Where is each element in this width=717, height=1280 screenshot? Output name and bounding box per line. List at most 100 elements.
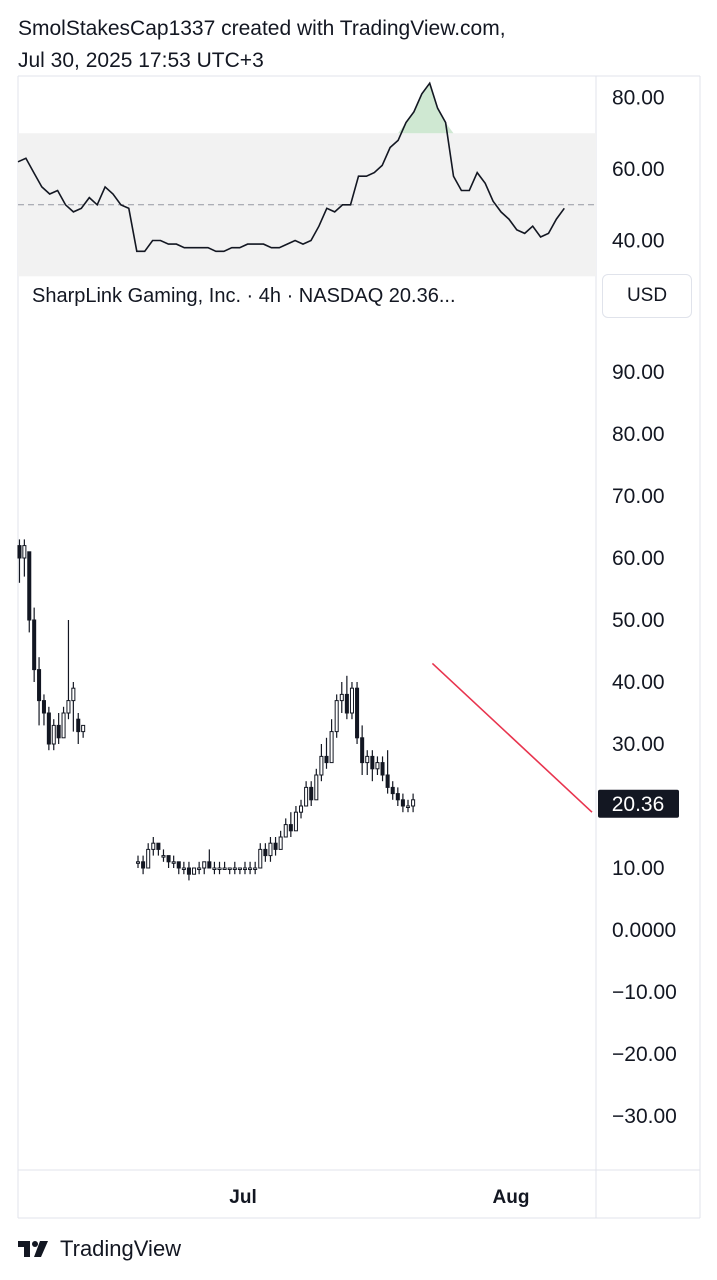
price-y-tick-label: 0.0000 — [612, 919, 676, 942]
price-y-tick-label: 70.00 — [612, 485, 665, 508]
candle — [32, 607, 37, 682]
candle-body — [212, 867, 217, 870]
candle — [161, 849, 166, 862]
candle — [76, 713, 81, 744]
candle-body — [151, 842, 156, 850]
candle — [400, 793, 405, 813]
candle-body — [232, 867, 237, 870]
chart-timestamp: Jul 30, 2025 17:53 UTC+3 — [18, 49, 264, 72]
price-y-tick-label: 80.00 — [612, 423, 665, 446]
candle — [22, 539, 27, 577]
candle-body — [400, 799, 405, 807]
last-price-tag — [598, 789, 679, 818]
axis-layer: 80.00 60.00 40.00 90.00 80.00 70.00 60.00 50.00… — [598, 86, 679, 1128]
rsi-y-tick-label: 40.00 — [612, 230, 665, 253]
candle — [135, 855, 141, 868]
candle — [405, 799, 411, 813]
candle — [237, 867, 242, 875]
candle-body — [304, 786, 309, 807]
candle-body — [248, 867, 253, 870]
candle — [61, 706, 66, 739]
candle — [81, 724, 86, 738]
candle-body — [319, 755, 324, 776]
rsi-line — [17, 81, 565, 253]
candle — [380, 756, 385, 782]
candle — [151, 837, 156, 856]
symbol-legend[interactable]: SharpLink Gaming, Inc. · 4h · NASDAQ 20.… — [32, 285, 456, 307]
candle — [253, 861, 258, 875]
candle — [268, 837, 273, 862]
price-y-tick-label: 10.00 — [612, 857, 665, 880]
last-price-label: 20.36 — [612, 793, 665, 816]
price-y-tick-label: 60.00 — [612, 547, 665, 570]
candle-body — [288, 824, 293, 832]
candle-body — [263, 848, 268, 857]
candle — [207, 849, 212, 869]
candle-body — [375, 762, 380, 770]
trendline — [431, 662, 593, 813]
candle — [181, 861, 186, 875]
candle — [375, 756, 380, 775]
candle-body — [411, 799, 416, 807]
candle — [248, 861, 253, 875]
rsi-y-tick-label: 60.00 — [612, 158, 665, 181]
candle — [27, 551, 32, 633]
candle-body — [81, 724, 86, 733]
candle-body — [390, 786, 395, 795]
candle-body — [253, 867, 258, 870]
candle — [212, 861, 217, 875]
candle — [344, 675, 349, 720]
candle — [227, 867, 232, 875]
candle-body — [258, 848, 263, 869]
candle-body — [146, 848, 151, 869]
candle — [390, 781, 395, 800]
rsi-pane[interactable] — [17, 81, 596, 277]
candle-body — [334, 700, 339, 733]
candle — [370, 750, 375, 782]
candle-body — [278, 836, 283, 850]
candle-body — [370, 755, 375, 770]
candle — [186, 861, 191, 881]
candle-body — [309, 786, 314, 801]
candle-body — [360, 737, 365, 764]
candle-body — [380, 762, 385, 776]
candle — [192, 867, 197, 875]
candle-body — [192, 867, 197, 875]
candle — [171, 855, 176, 868]
candle — [37, 657, 42, 726]
currency-button[interactable]: USD — [602, 274, 692, 318]
candle — [299, 799, 304, 819]
price-pane[interactable] — [17, 539, 593, 881]
tradingview-logo[interactable]: TradingView — [18, 1236, 181, 1262]
candle — [202, 861, 207, 875]
candle-body — [135, 861, 141, 864]
candle — [319, 744, 324, 782]
price-y-tick-label: −20.00 — [612, 1043, 677, 1066]
candle-body — [385, 774, 390, 788]
price-y-tick-label: −30.00 — [612, 1105, 677, 1128]
candle-body — [76, 718, 81, 733]
candle — [329, 719, 334, 764]
candle — [395, 787, 400, 806]
candle-body — [156, 842, 161, 850]
price-y-tick-label: 30.00 — [612, 733, 665, 756]
candle-body — [27, 551, 32, 621]
chart-attribution: SmolStakesCap1337 created with TradingVi… — [18, 17, 506, 40]
candle — [304, 781, 309, 807]
candle-body — [202, 861, 207, 869]
price-y-tick-label: 40.00 — [612, 671, 665, 694]
candle — [263, 843, 268, 862]
candle-body — [207, 861, 212, 869]
candle — [141, 855, 146, 875]
tradingview-logo-text: TradingView — [60, 1236, 182, 1261]
x-tick-label-jul: Jul — [229, 1187, 256, 1208]
candle-body — [41, 700, 46, 714]
candle — [309, 781, 314, 806]
candle-body — [66, 700, 71, 714]
candle — [71, 682, 76, 732]
candle — [339, 682, 344, 713]
candle-body — [299, 805, 304, 813]
rsi-overbought-fill — [398, 83, 454, 134]
candle-body — [197, 867, 202, 870]
